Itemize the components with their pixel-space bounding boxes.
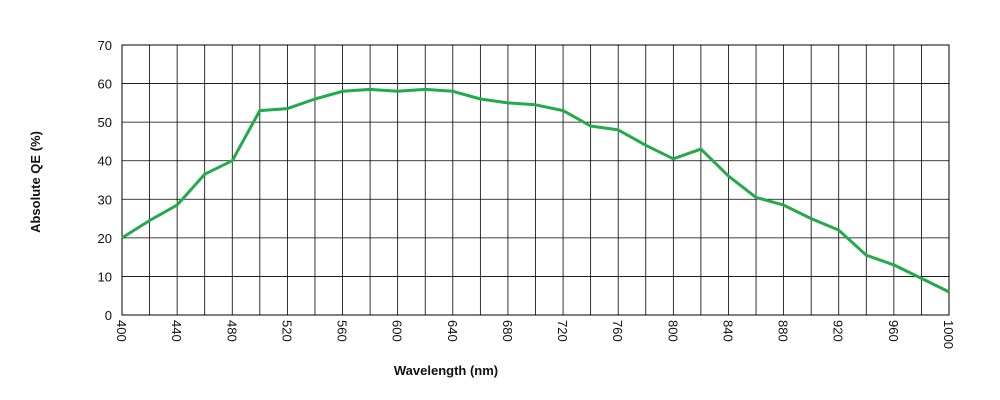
- x-tick-label: 720: [555, 320, 570, 342]
- x-tick-label: 520: [279, 320, 294, 342]
- y-tick-label: 20: [98, 231, 112, 246]
- x-axis-title: Wavelength (nm): [394, 363, 498, 378]
- x-tick-label: 600: [390, 320, 405, 342]
- x-tick-label: 840: [720, 320, 735, 342]
- x-tick-label: 1000: [941, 320, 956, 349]
- y-tick-label: 30: [98, 192, 112, 207]
- x-tick-labels: 400 440 480 520 560 600 640 680 720 760 800 840 880 9…: [114, 320, 956, 349]
- x-tick-label: 920: [831, 320, 846, 342]
- plot-area-frame: [121, 44, 950, 316]
- y-tick-label: 0: [105, 308, 112, 323]
- x-tick-label: 440: [169, 320, 184, 342]
- x-tick-label: 880: [776, 320, 791, 342]
- x-tick-label: 560: [335, 320, 350, 342]
- y-axis-title: Absolute QE (%): [28, 131, 43, 233]
- y-tick-label: 70: [98, 38, 112, 53]
- y-tick-label: 50: [98, 115, 112, 130]
- y-tick-labels: 0 10 20 30 40 50 60 70: [98, 38, 112, 323]
- x-tick-label: 480: [224, 320, 239, 342]
- x-tick-label: 640: [445, 320, 460, 342]
- x-tick-label: 800: [665, 320, 680, 342]
- x-tick-label: 760: [610, 320, 625, 342]
- grid-lines: [121, 44, 950, 316]
- x-tick-label: 960: [886, 320, 901, 342]
- y-tick-label: 40: [98, 154, 112, 169]
- y-tick-label: 10: [98, 269, 112, 284]
- qe-series-line: [121, 87, 950, 294]
- x-tick-label: 400: [114, 320, 129, 342]
- y-tick-label: 60: [98, 77, 112, 92]
- x-tick-label: 680: [500, 320, 515, 342]
